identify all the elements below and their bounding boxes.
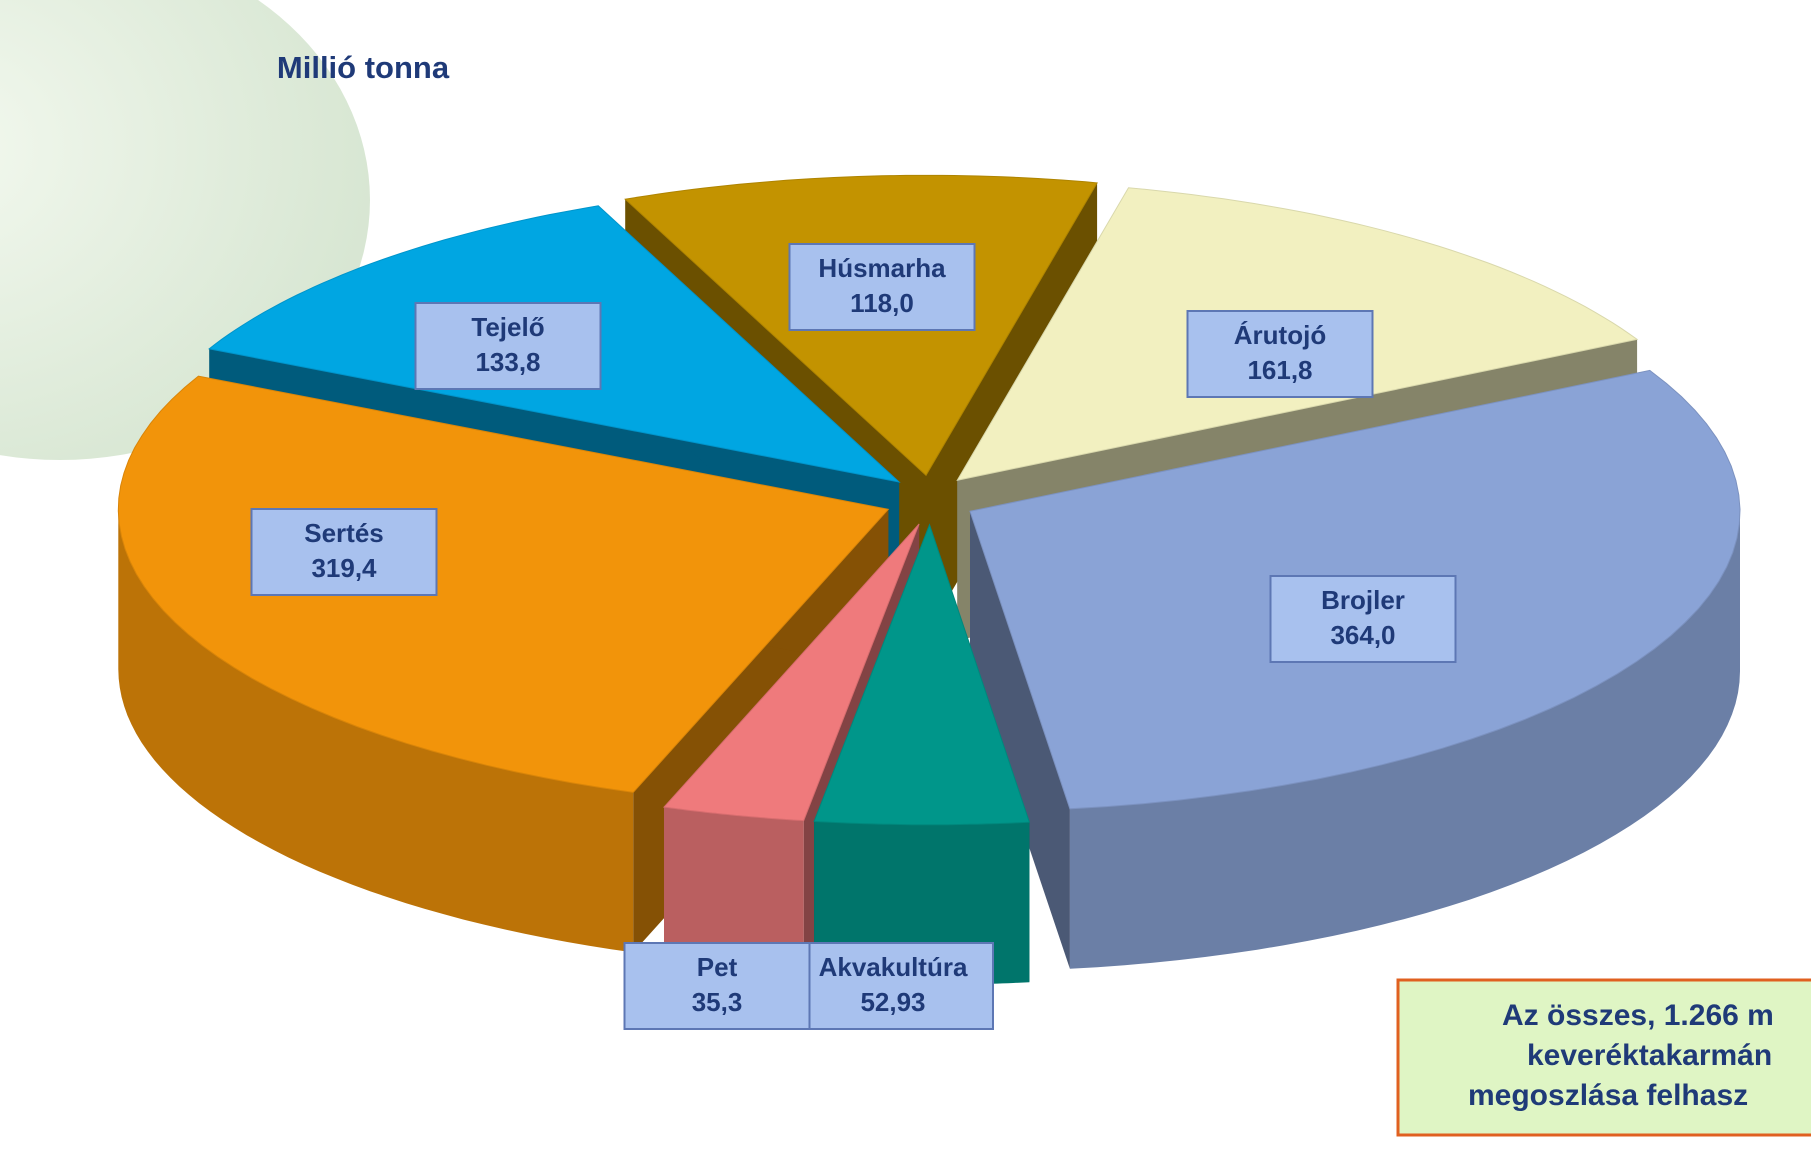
- category-label: Tejelő: [471, 312, 544, 342]
- value-label: 52,93: [860, 987, 925, 1017]
- value-label: 161,8: [1247, 355, 1312, 385]
- value-label: 35,3: [692, 987, 743, 1017]
- category-label: Sertés: [304, 518, 384, 548]
- value-label: 364,0: [1330, 620, 1395, 650]
- note-line: Az összes, 1.266 m: [1502, 999, 1774, 1032]
- chart-title: Millió tonna: [277, 50, 450, 85]
- category-label: Brojler: [1321, 585, 1405, 615]
- category-label: Húsmarha: [818, 253, 946, 283]
- page: Millió tonna Húsmarha 118,0 Árutojó 161,8 Br…: [0, 0, 1811, 1155]
- value-label: 133,8: [475, 347, 540, 377]
- value-label: 118,0: [850, 288, 914, 318]
- note-line: keveréktakarmán: [1527, 1039, 1772, 1072]
- value-label: 319,4: [311, 553, 377, 583]
- category-label: Pet: [697, 952, 738, 982]
- note-box: Az összes, 1.266 m keveréktakarmán megos…: [1398, 980, 1811, 1135]
- chart: Millió tonna Húsmarha 118,0 Árutojó 161,8 Br…: [0, 0, 1811, 1155]
- note-line: megoszlása felhasz: [1468, 1079, 1748, 1112]
- category-label: Akvakultúra: [819, 952, 968, 982]
- category-label: Árutojó: [1234, 320, 1326, 350]
